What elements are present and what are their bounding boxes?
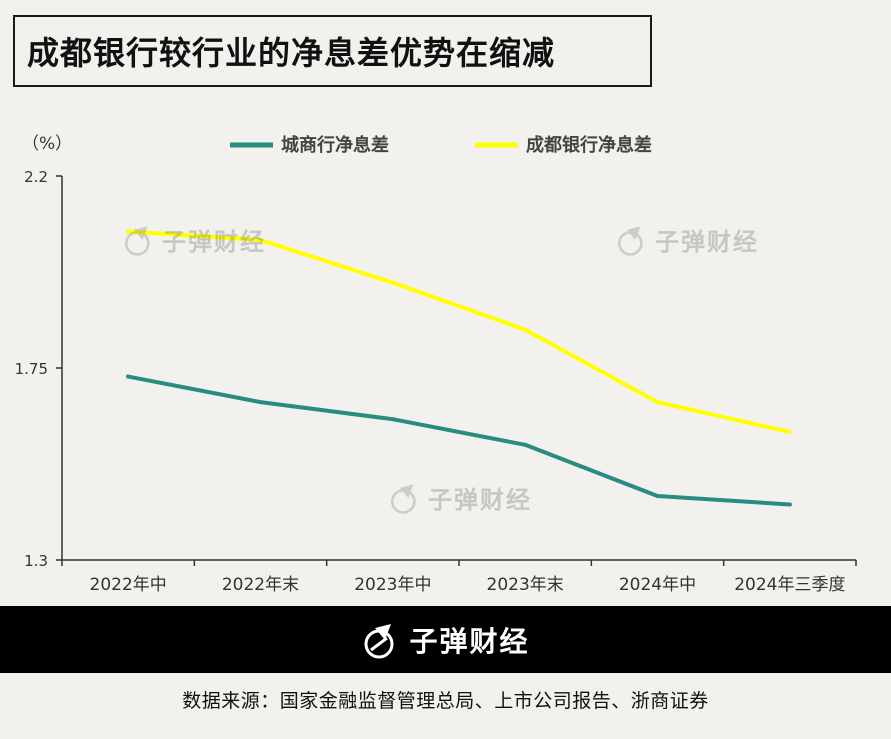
chart-title: 成都银行较行业的净息差优势在缩减 bbox=[27, 34, 556, 72]
watermark-text: 子弹财经 bbox=[162, 228, 266, 256]
line-chart: （%） 城商行净息差 成都银行净息差 2.2 1.75 1.3 2022年中 2022年… bbox=[15, 134, 857, 595]
y-tick-label: 2.2 bbox=[24, 168, 48, 186]
x-tick-label: 2024年中 bbox=[619, 575, 696, 595]
footer-bar: 子弹财经 bbox=[0, 606, 891, 673]
series-layer bbox=[126, 229, 792, 507]
x-tick-label: 2024年三季度 bbox=[734, 575, 845, 595]
title-box: 成都银行较行业的净息差优势在缩减 bbox=[13, 15, 652, 87]
data-point-chengdu-bank bbox=[390, 280, 395, 285]
legend: 城商行净息差 成都银行净息差 bbox=[230, 134, 652, 156]
data-point-chengdu-bank bbox=[126, 229, 131, 234]
data-point-city-bank bbox=[126, 374, 131, 379]
x-tick-label: 2023年中 bbox=[354, 575, 431, 595]
watermark-1: 子弹财经 bbox=[122, 222, 266, 257]
axes: 2.2 1.75 1.3 2022年中 2022年末 2023年中 2023年末 2024年中… bbox=[15, 168, 857, 595]
bullet-logo-icon bbox=[364, 623, 394, 658]
watermark-text: 子弹财经 bbox=[655, 228, 759, 256]
bullet-logo-icon bbox=[390, 483, 416, 514]
y-tick-label: 1.75 bbox=[15, 360, 48, 378]
brand: 子弹财经 bbox=[361, 620, 529, 660]
series-line-city-bank bbox=[126, 374, 792, 507]
legend-label-chengdu-bank: 成都银行净息差 bbox=[526, 134, 652, 156]
legend-label-city-bank: 城商行净息差 bbox=[281, 134, 389, 156]
brand-name: 子弹财经 bbox=[409, 624, 530, 658]
y-unit-label: （%） bbox=[22, 134, 72, 154]
bullet-logo-icon bbox=[617, 225, 643, 256]
data-point-city-bank bbox=[390, 417, 395, 422]
data-point-chengdu-bank bbox=[787, 430, 792, 434]
data-point-city-bank bbox=[258, 400, 263, 405]
x-tick-label: 2022年中 bbox=[90, 575, 167, 595]
series-line-chengdu-bank bbox=[126, 229, 792, 434]
data-source: 数据来源：国家金融监督管理总局、上市公司报告、浙商证券 bbox=[182, 690, 709, 712]
x-tick-label: 2023年末 bbox=[487, 575, 564, 595]
data-point-city-bank bbox=[523, 442, 528, 447]
data-point-city-bank bbox=[655, 494, 660, 498]
x-tick-label: 2022年末 bbox=[222, 575, 299, 595]
watermark-3: 子弹财经 bbox=[388, 480, 532, 515]
watermark-2: 子弹财经 bbox=[615, 222, 759, 257]
y-tick-label: 1.3 bbox=[24, 552, 48, 570]
data-point-chengdu-bank bbox=[523, 327, 528, 332]
watermark-text: 子弹财经 bbox=[428, 486, 532, 514]
data-point-chengdu-bank bbox=[258, 238, 263, 242]
bullet-logo-icon bbox=[124, 225, 150, 256]
data-point-chengdu-bank bbox=[655, 400, 660, 405]
data-point-city-bank bbox=[787, 502, 792, 507]
